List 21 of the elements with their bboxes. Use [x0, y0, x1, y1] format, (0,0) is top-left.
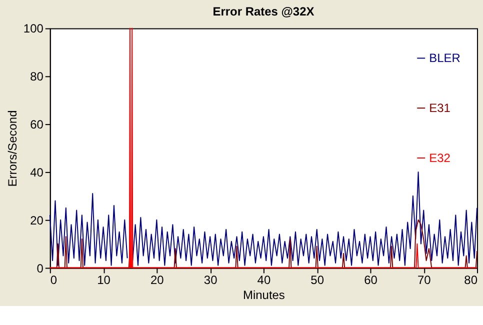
x-tick-label: 30	[204, 273, 218, 288]
y-tick-label: 100	[23, 22, 44, 36]
x-tick-label: 10	[97, 273, 111, 288]
legend-label: E31	[429, 101, 451, 116]
y-tick-label: 0	[36, 261, 44, 276]
legend-label: BLER	[429, 51, 461, 66]
x-tick-label: 80	[464, 273, 478, 288]
y-tick-label: 20	[30, 213, 44, 228]
x-tick-label: 0	[50, 273, 58, 288]
chart-title: Error Rates @32X	[212, 4, 314, 18]
x-tick-label: 70	[417, 273, 432, 288]
y-axis-title: Errors/Second	[5, 110, 20, 187]
y-tick-label: 60	[30, 118, 44, 132]
legend-label: E32	[429, 150, 451, 165]
x-tick-label: 60	[364, 273, 378, 288]
x-tick-label: 40	[257, 273, 271, 288]
x-tick-label: 20	[150, 273, 164, 288]
y-tick-label: 80	[30, 70, 44, 84]
y-tick-label: 40	[30, 165, 44, 180]
x-axis-title: Minutes	[242, 288, 285, 302]
x-tick-label: 50	[310, 273, 324, 288]
